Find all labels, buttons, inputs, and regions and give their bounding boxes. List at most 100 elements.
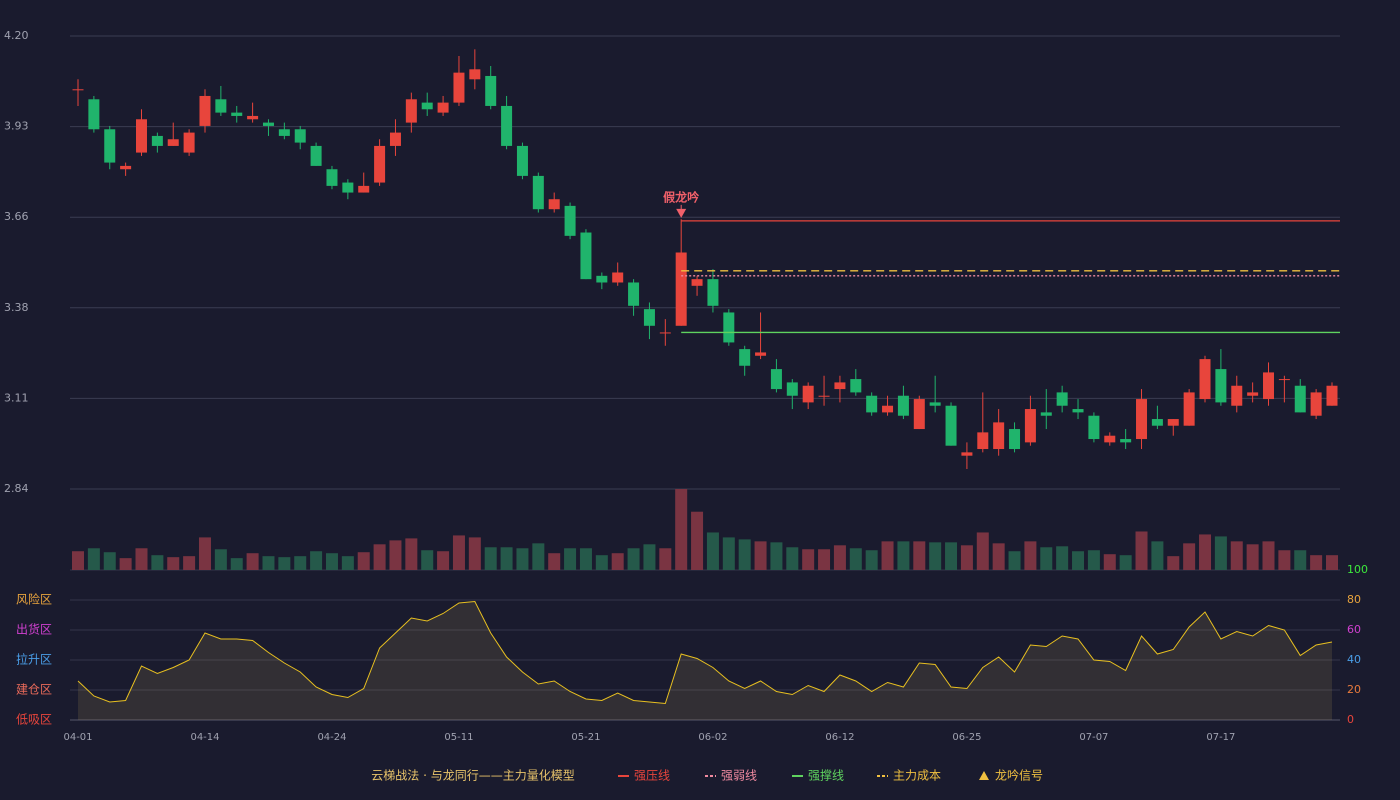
volume-bar: [579, 548, 592, 570]
candle-body: [1120, 439, 1132, 443]
volume-bar: [1040, 547, 1053, 570]
candle-body: [739, 349, 751, 366]
volume-bar: [833, 545, 846, 570]
volume-bar: [373, 544, 386, 570]
volume-bar: [437, 551, 450, 570]
candle-body: [1024, 409, 1036, 443]
volume-bar: [1008, 551, 1021, 570]
volume-bar: [722, 537, 735, 570]
candle-body: [453, 72, 465, 103]
volume-bar: [103, 552, 116, 570]
candle-body: [945, 405, 957, 446]
volume-bar: [786, 547, 799, 570]
volume-bar: [325, 553, 338, 570]
volume-bar: [1151, 541, 1164, 570]
volume-bar: [1294, 550, 1307, 570]
volume-bar: [72, 551, 84, 570]
volume-bar: [246, 553, 259, 570]
candle-body: [1072, 409, 1084, 413]
volume-bar: [1087, 550, 1100, 570]
candle-body: [1199, 359, 1211, 400]
legend-label: 强压线: [634, 769, 670, 783]
volume-bar: [548, 553, 561, 570]
candle-body: [628, 282, 640, 306]
volume-bar: [643, 544, 656, 570]
volume-bar: [183, 556, 196, 570]
x-tick-label: 06-12: [825, 732, 854, 743]
x-tick-label: 04-24: [317, 732, 346, 743]
candle-body: [278, 129, 290, 136]
y2-tick-label: 100: [1347, 563, 1368, 576]
volume-bar: [706, 532, 719, 570]
y2-tick-label: 40: [1347, 653, 1361, 666]
volume-bar: [294, 556, 307, 570]
volume-bar: [691, 511, 704, 570]
volume-bar: [1230, 541, 1243, 570]
volume-bar: [945, 542, 958, 570]
candle-body: [120, 165, 132, 170]
x-tick-label: 07-17: [1206, 732, 1235, 743]
candle-body: [850, 379, 862, 393]
volume-bar: [976, 532, 989, 570]
candle-body: [548, 199, 560, 210]
candle-body: [421, 102, 433, 110]
volume-bar: [611, 553, 624, 570]
candle-body: [215, 99, 227, 113]
candle-body: [485, 75, 497, 106]
legend-label: 强弱线: [721, 769, 757, 783]
candle-body: [1151, 419, 1163, 426]
volume-bar: [167, 557, 180, 570]
volume-bar: [1056, 546, 1069, 570]
candle-body: [977, 432, 989, 450]
candle-body: [1183, 392, 1195, 426]
candle-body: [501, 105, 513, 146]
candle-body: [1278, 379, 1290, 381]
volume-bar: [151, 555, 164, 570]
volume-bar: [675, 489, 688, 570]
volume-bar: [516, 548, 529, 570]
volume-bar: [770, 542, 783, 570]
candle-body: [151, 135, 163, 146]
candle-body: [770, 369, 782, 390]
y-tick-label: 3.38: [4, 301, 29, 314]
volume-bar: [452, 535, 465, 570]
volume-bar: [357, 552, 370, 570]
candle-body: [596, 275, 608, 283]
y-tick-label: 3.11: [4, 391, 29, 404]
volume-bar: [405, 538, 418, 570]
candle-body: [262, 122, 274, 126]
volume-bar: [802, 549, 815, 570]
volume-bar: [659, 548, 672, 570]
volume-bar: [389, 540, 402, 570]
candle-body: [1136, 399, 1148, 440]
volume-bar: [214, 549, 227, 570]
candle-body: [961, 452, 973, 456]
candle-body: [675, 252, 687, 326]
candle-body: [580, 232, 592, 280]
indicator-area: [78, 601, 1332, 720]
candle-body: [405, 99, 417, 123]
legend-title: 云梯战法 · 与龙同行——主力量化模型: [371, 769, 574, 783]
volume-bar: [1024, 541, 1037, 570]
zone-label: 低吸区: [16, 713, 52, 727]
indicator-line: [77, 600, 1333, 705]
volume-bar: [1072, 551, 1085, 570]
volume-bar: [1246, 544, 1259, 570]
candle-body: [437, 102, 449, 113]
x-tick-label: 05-21: [571, 732, 600, 743]
candle-body: [469, 69, 481, 80]
candle-body: [104, 129, 116, 163]
candle-body: [1040, 412, 1052, 416]
candle-body: [1167, 419, 1179, 426]
volume-bar: [1262, 541, 1275, 570]
candle-body: [913, 399, 925, 430]
candle-body: [199, 95, 211, 126]
y2-tick-label: 20: [1347, 683, 1361, 696]
y-tick-label: 2.84: [4, 482, 29, 495]
volume-bar: [198, 537, 211, 570]
y-tick-label: 3.66: [4, 210, 29, 223]
volume-bar: [595, 555, 608, 570]
candle-body: [691, 279, 703, 286]
